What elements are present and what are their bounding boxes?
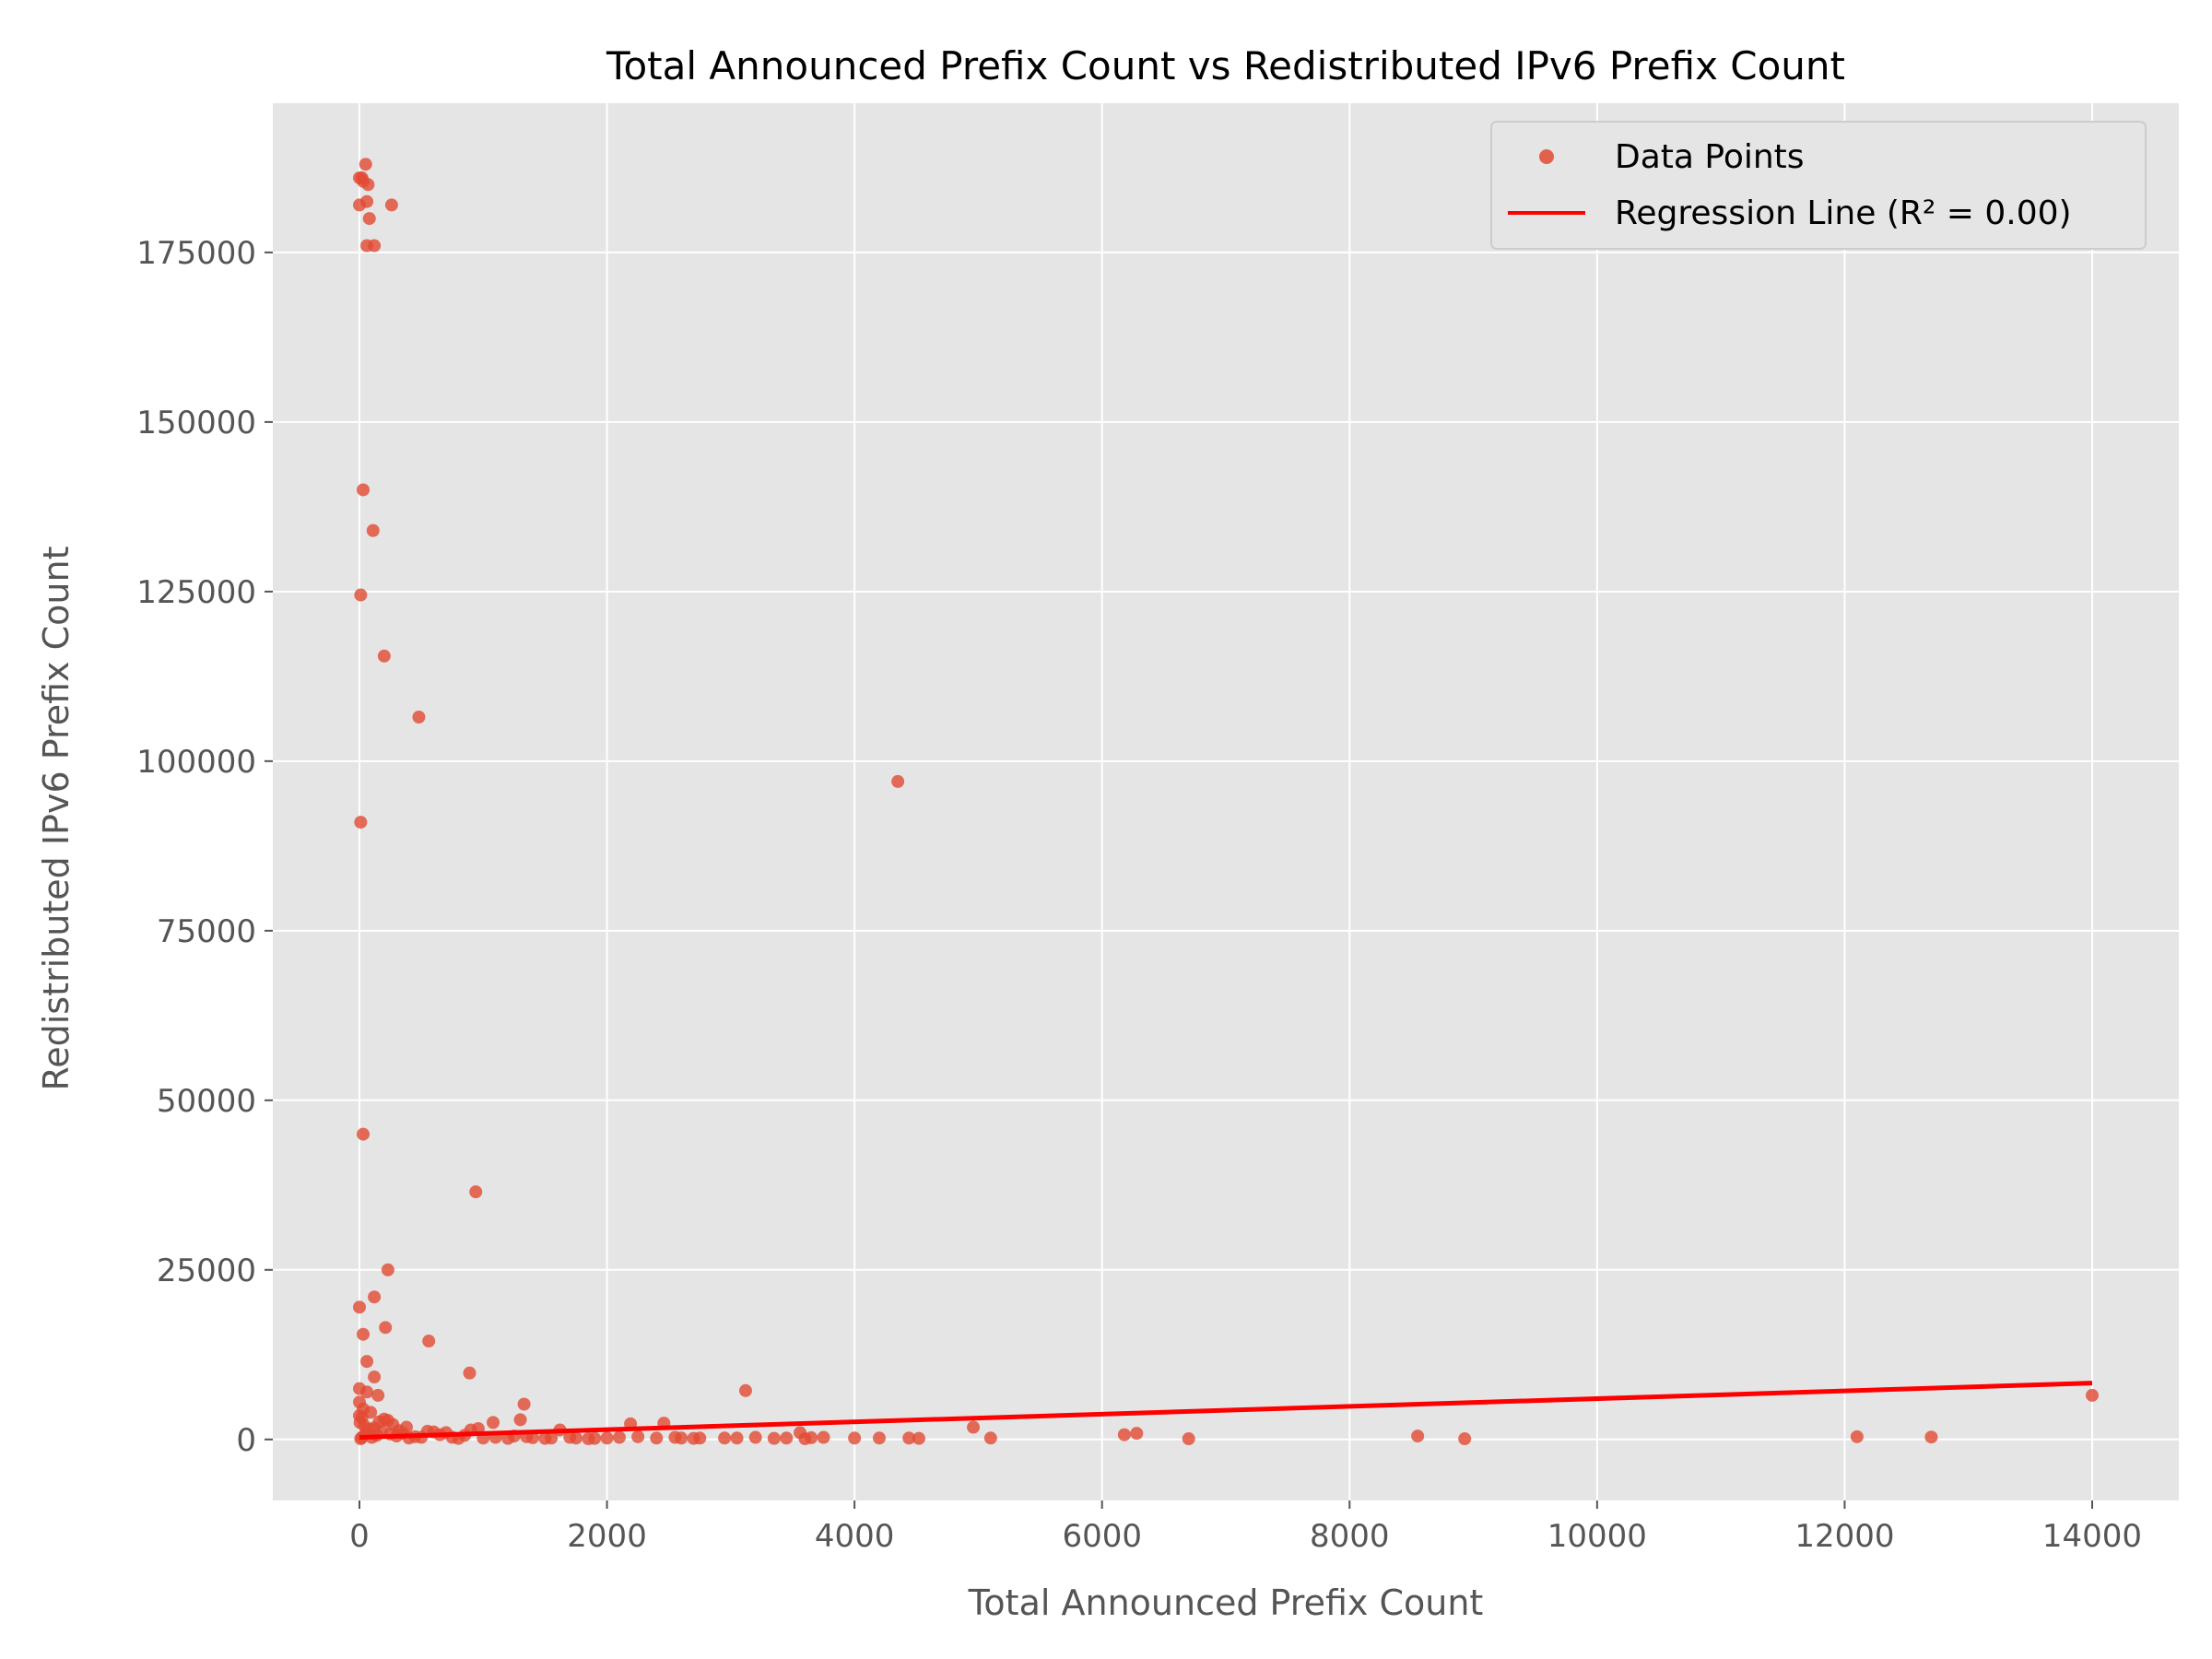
chart-title: Total Announced Prefix Count vs Redistri…: [606, 43, 1845, 88]
y-tick-label: 0: [236, 1422, 256, 1459]
data-point: [902, 1431, 916, 1445]
plot-area: [273, 103, 2179, 1500]
data-point: [582, 1432, 595, 1446]
x-tick-label: 0: [349, 1518, 370, 1555]
data-point: [798, 1432, 812, 1446]
data-point: [891, 774, 905, 788]
data-point: [361, 178, 375, 192]
data-point: [353, 1416, 367, 1430]
data-point: [545, 1431, 559, 1445]
data-point: [912, 1431, 925, 1445]
data-point: [366, 524, 380, 537]
data-point: [613, 1430, 626, 1444]
data-point: [359, 158, 372, 171]
y-tick-label: 175000: [136, 235, 256, 272]
data-point: [1182, 1432, 1195, 1446]
data-point: [362, 212, 376, 226]
x-tick-label: 2000: [567, 1518, 647, 1555]
data-point: [384, 198, 398, 212]
data-point: [400, 1420, 414, 1434]
data-point: [848, 1431, 862, 1445]
data-point: [487, 1416, 500, 1430]
x-axis-ticks: 0 2000 4000 6000 8000 10000 12000 14000: [349, 1500, 2142, 1555]
legend-label-regression: Regression Line (R² = 0.00): [1615, 194, 2072, 232]
y-axis-ticks: 0 25000 50000 75000 100000 125000 150000 175000: [136, 235, 273, 1459]
data-point: [1924, 1430, 1938, 1444]
data-point: [412, 711, 426, 724]
y-tick-label: 25000: [157, 1253, 256, 1289]
data-point: [368, 1371, 382, 1384]
data-point: [693, 1431, 707, 1445]
x-axis-label: Total Announced Prefix Count: [968, 1583, 1484, 1623]
data-point: [353, 1300, 366, 1314]
data-point: [631, 1430, 645, 1443]
x-tick-label: 12000: [1794, 1518, 1894, 1555]
data-point: [354, 816, 368, 830]
data-point: [1117, 1428, 1131, 1441]
data-point: [983, 1431, 997, 1445]
regression-line: [359, 1381, 2093, 1441]
data-point: [817, 1430, 830, 1444]
data-point: [738, 1383, 752, 1397]
data-point: [600, 1431, 614, 1445]
data-point: [730, 1431, 744, 1445]
data-point: [377, 649, 391, 663]
legend: Data Points Regression Line (R² = 0.00): [1490, 121, 2147, 250]
data-point: [873, 1431, 886, 1445]
data-point: [1130, 1427, 1144, 1441]
regression-layer: [359, 1381, 2093, 1441]
y-axis-label: Redistributed IPv6 Prefix Count: [36, 547, 76, 1091]
y-tick-label: 50000: [157, 1083, 256, 1120]
data-point: [650, 1431, 664, 1445]
data-point: [353, 198, 366, 212]
data-point: [360, 1355, 374, 1369]
data-point: [1850, 1430, 1864, 1443]
data-point: [1411, 1430, 1425, 1443]
x-tick-label: 8000: [1310, 1518, 1390, 1555]
data-point: [354, 588, 368, 602]
data-point: [748, 1430, 762, 1444]
legend-box: [1490, 121, 2147, 250]
data-point: [368, 1290, 382, 1304]
data-point: [513, 1413, 527, 1427]
data-point: [517, 1397, 531, 1411]
x-tick-label: 6000: [1062, 1518, 1142, 1555]
data-point: [668, 1430, 682, 1444]
data-point: [2086, 1388, 2099, 1402]
data-point: [463, 1366, 477, 1380]
data-point: [422, 1335, 436, 1348]
y-tick-label: 125000: [136, 574, 256, 611]
x-tick-label: 4000: [815, 1518, 895, 1555]
x-tick-label: 10000: [1547, 1518, 1647, 1555]
legend-marker-points: [1539, 149, 1554, 164]
data-point: [967, 1420, 981, 1434]
data-point: [563, 1430, 577, 1444]
data-point: [1458, 1432, 1472, 1446]
y-tick-label: 150000: [136, 405, 256, 441]
legend-label-points: Data Points: [1615, 138, 1805, 176]
y-tick-label: 100000: [136, 744, 256, 781]
data-point: [368, 239, 382, 253]
data-point: [360, 1385, 374, 1399]
data-point: [718, 1431, 732, 1445]
data-point: [371, 1388, 385, 1402]
data-point: [469, 1185, 483, 1199]
data-point: [381, 1263, 394, 1277]
x-tick-label: 14000: [2042, 1518, 2142, 1555]
data-point: [372, 1415, 386, 1429]
data-point: [357, 1327, 371, 1341]
data-point: [357, 483, 371, 497]
data-point: [780, 1431, 794, 1445]
data-point: [379, 1321, 393, 1335]
data-point: [386, 1418, 400, 1431]
y-tick-label: 75000: [157, 913, 256, 950]
data-point: [357, 1127, 371, 1141]
data-point: [767, 1431, 781, 1445]
